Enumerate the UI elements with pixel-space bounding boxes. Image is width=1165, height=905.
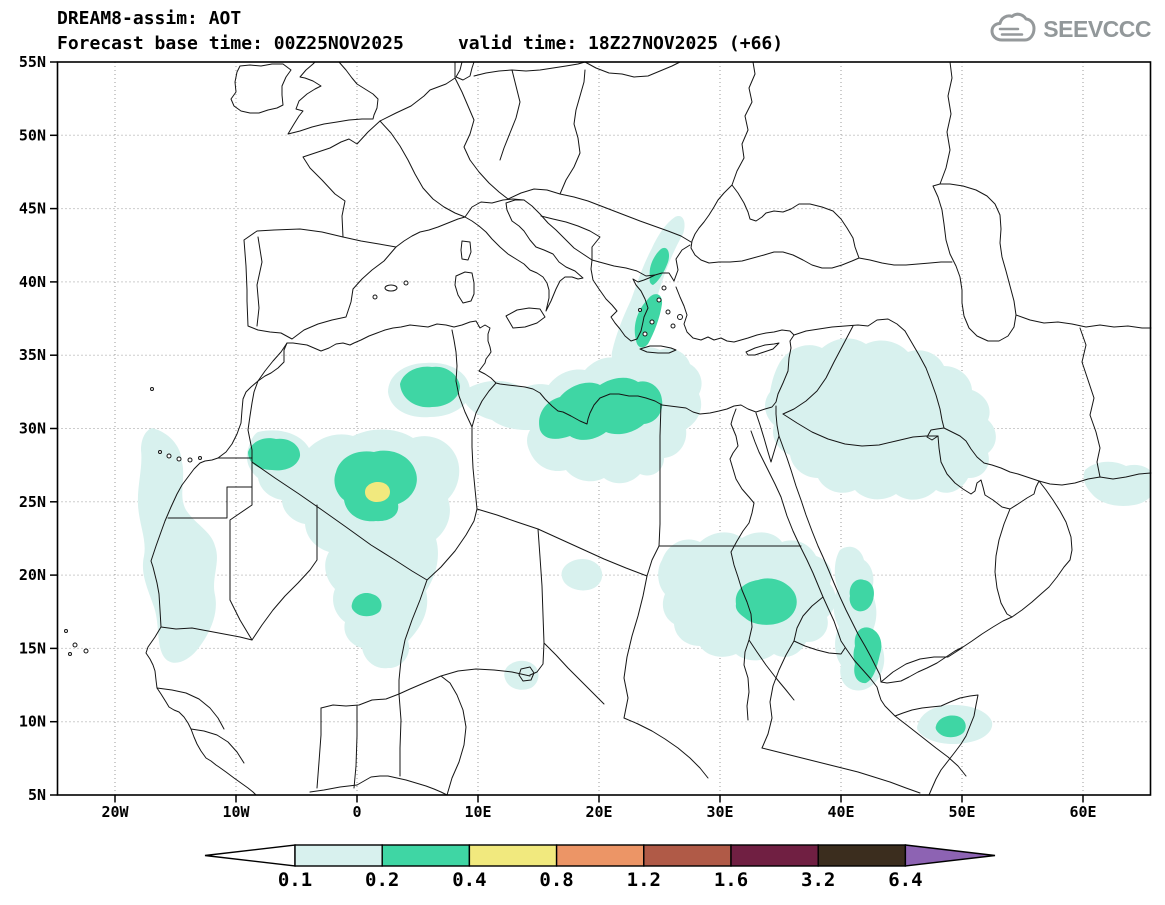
- x-tick-label-10W: 10W: [222, 803, 250, 821]
- aot-region-south-libya-patch: [561, 559, 603, 591]
- aot-region-middle-east: [765, 338, 996, 500]
- aot-region-west-african-atlantic-coast: [137, 428, 217, 663]
- colorbar-band-0: [294, 844, 383, 867]
- x-tick-label-20E: 20E: [585, 803, 612, 821]
- y-tick-label-40N: 40N: [19, 273, 46, 291]
- aot-region-west-algeria-core: [248, 438, 301, 471]
- cloud-icon: [990, 12, 1036, 42]
- y-tick-label-20N: 20N: [19, 566, 46, 584]
- aot-region-se-arabia-edge: [1083, 461, 1151, 506]
- colorbar-label-1.2: 1.2: [627, 869, 661, 891]
- aot-region-aegean-bits-south: [634, 294, 663, 348]
- colorbar-over-arrow: [904, 844, 996, 867]
- colorbar-label-0.8: 0.8: [539, 869, 573, 891]
- x-tick-label-10E: 10E: [464, 803, 491, 821]
- aot-shaded-regions: [137, 216, 1151, 745]
- y-tick-label-55N: 55N: [19, 53, 46, 71]
- y-tick-label-10N: 10N: [19, 713, 46, 731]
- x-tick-label-50E: 50E: [948, 803, 975, 821]
- seevccc-logo: SEEVCCC: [988, 12, 1151, 46]
- y-tick-label-30N: 30N: [19, 420, 46, 438]
- colorbar-band-4: [643, 844, 732, 867]
- x-tick-label-0: 0: [352, 803, 361, 821]
- y-tick-label-25N: 25N: [19, 493, 46, 511]
- colorbar-label-0.4: 0.4: [452, 869, 486, 891]
- page-title: DREAM8-assim: AOT: [57, 8, 242, 29]
- colorbar-band-2: [468, 844, 558, 867]
- colorbar-band-5: [730, 844, 819, 867]
- colorbar-label-0.1: 0.1: [278, 869, 312, 891]
- colorbar-label-0.2: 0.2: [365, 869, 399, 891]
- aot-region-horn-core: [935, 715, 966, 738]
- y-tick-label-35N: 35N: [19, 346, 46, 364]
- colorbar-under-arrow: [204, 844, 296, 867]
- x-tick-label-30E: 30E: [706, 803, 733, 821]
- aot-region-sahel-niger-spot: [351, 593, 382, 617]
- y-tick-label-50N: 50N: [19, 126, 46, 144]
- x-tick-label-20W: 20W: [101, 803, 129, 821]
- colorbar-band-6: [817, 844, 907, 867]
- colorbar-label-6.4: 6.4: [888, 869, 922, 891]
- aot-region-ne-libya-egypt-core: [539, 377, 663, 440]
- colorbar-band-3: [555, 844, 645, 867]
- aot-region-red-sea-spot-north: [849, 579, 874, 612]
- y-tick-label-15N: 15N: [19, 639, 46, 657]
- colorbar-band-1: [381, 844, 471, 867]
- aot-region-central-sahara-max: [365, 482, 390, 502]
- y-tick-label-5N: 5N: [28, 786, 46, 804]
- aot-colorbar: 0.1 0.2 0.4 0.8 1.2 1.6 3.2 6.4: [204, 844, 996, 891]
- aot-region-lake-chad-area: [504, 660, 539, 690]
- aot-region-red-sea-spot-south: [853, 627, 882, 684]
- axis-ticks-and-labels: 55N 50N 45N 40N 35N 30N 25N 20N 15N 10N 5N 20W 10W 0 1…: [19, 53, 1097, 821]
- colorbar-label-3.2: 3.2: [801, 869, 835, 891]
- x-tick-label-40E: 40E: [827, 803, 854, 821]
- y-tick-label-45N: 45N: [19, 200, 46, 218]
- x-tick-label-60E: 60E: [1069, 803, 1096, 821]
- aot-region-sudan-core: [735, 578, 797, 625]
- coastlines-and-borders: [145, 61, 1152, 796]
- forecast-time-subtitle: Forecast base time: 00Z25NOV2025 valid t…: [57, 33, 784, 54]
- logo-text: SEEVCCC: [1043, 15, 1151, 42]
- small-islands: [64, 280, 683, 656]
- aot-region-north-algeria-core: [400, 366, 460, 408]
- colorbar-label-1.6: 1.6: [714, 869, 748, 891]
